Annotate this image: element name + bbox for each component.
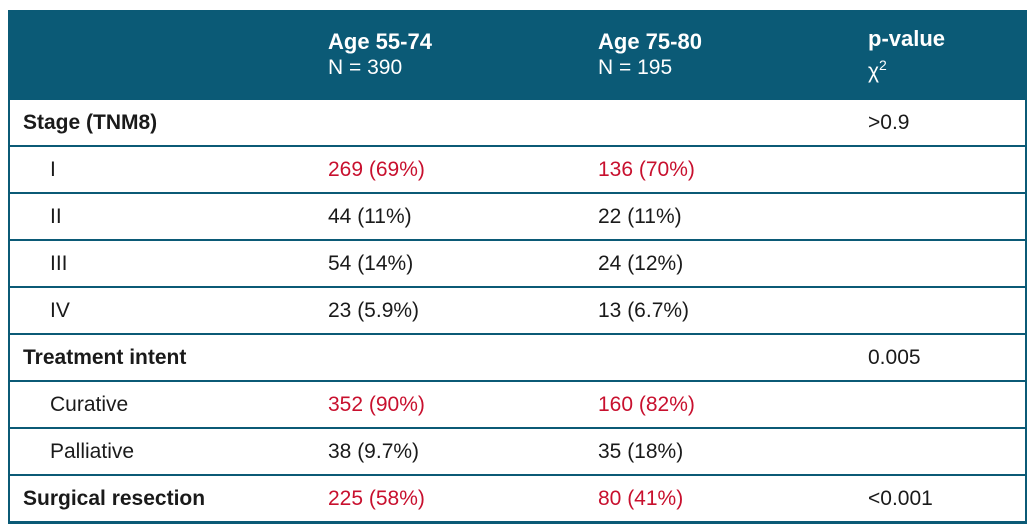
cell-p-value: 0.005 (868, 345, 921, 369)
column-title: Age 75-80 (598, 29, 702, 54)
row-stage-i: I 269 (69%) 136 (70%) (10, 145, 1025, 192)
cell-label: IV (50, 298, 70, 322)
cell-age-75-80: 22 (11%) (598, 204, 682, 228)
row-stage-iv: IV 23 (5.9%) 13 (6.7%) (10, 286, 1025, 333)
table-header-row: Age 55-74 N = 390 Age 75-80 N = 195 p-va… (10, 10, 1025, 100)
cell-label: Palliative (50, 439, 135, 463)
cell-age-55-74: 352 (90%) (328, 392, 425, 416)
column-subtitle-n: N = 195 (598, 56, 673, 79)
chi-exponent: 2 (879, 56, 887, 73)
cell-label: III (50, 251, 68, 275)
cell-label: Stage (TNM8) (23, 110, 158, 134)
row-stage-tnm8: Stage (TNM8) >0.9 (10, 100, 1025, 145)
header-cell-age-75-80: Age 75-80 N = 195 (590, 29, 860, 81)
cell-age-55-74: 23 (5.9%) (328, 298, 420, 322)
chi-squared-label: χ2 (868, 52, 1025, 85)
cell-age-75-80: 13 (6.7%) (598, 298, 690, 322)
column-subtitle-n: N = 390 (328, 56, 403, 79)
cell-age-55-74: 38 (9.7%) (328, 439, 420, 463)
cell-label: Treatment intent (23, 345, 187, 369)
cell-label: II (50, 204, 62, 228)
cell-label: Curative (50, 392, 129, 416)
cell-age-55-74: 44 (11%) (328, 204, 412, 228)
cell-age-55-74: 269 (69%) (328, 157, 425, 181)
comparison-table: Age 55-74 N = 390 Age 75-80 N = 195 p-va… (8, 10, 1027, 524)
column-title: Age 55-74 (328, 29, 432, 54)
cell-age-55-74: 225 (58%) (328, 486, 425, 510)
cell-age-75-80: 35 (18%) (598, 439, 684, 463)
header-cell-age-55-74: Age 55-74 N = 390 (320, 29, 590, 81)
row-palliative: Palliative 38 (9.7%) 35 (18%) (10, 427, 1025, 474)
cell-age-75-80: 24 (12%) (598, 251, 684, 275)
chi-symbol: χ (868, 59, 880, 83)
cell-age-75-80: 160 (82%) (598, 392, 695, 416)
column-title: p-value (868, 25, 946, 51)
cell-age-75-80: 80 (41%) (598, 486, 684, 510)
row-curative: Curative 352 (90%) 160 (82%) (10, 380, 1025, 427)
header-cell-p-value: p-value χ2 (860, 26, 1025, 85)
cell-label: Surgical resection (23, 486, 206, 510)
cell-p-value: >0.9 (868, 110, 910, 134)
cell-age-75-80: 136 (70%) (598, 157, 695, 181)
row-surgical-resection: Surgical resection 225 (58%) 80 (41%) <0… (10, 474, 1025, 521)
cell-p-value: <0.001 (868, 486, 933, 510)
row-stage-ii: II 44 (11%) 22 (11%) (10, 192, 1025, 239)
row-treatment-intent: Treatment intent 0.005 (10, 333, 1025, 380)
cell-label: I (50, 157, 56, 181)
row-stage-iii: III 54 (14%) 24 (12%) (10, 239, 1025, 286)
cell-age-55-74: 54 (14%) (328, 251, 414, 275)
